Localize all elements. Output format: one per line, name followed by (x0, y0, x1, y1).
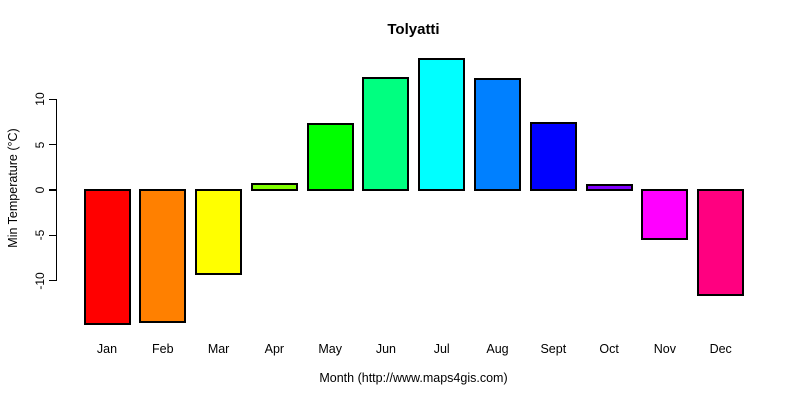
x-tick-label-dec: Dec (709, 342, 732, 356)
y-tick--10 (48, 279, 56, 282)
bar-dec (697, 189, 745, 297)
bar-nov (641, 189, 689, 240)
x-tick-label-apr: Apr (264, 342, 285, 356)
bar-aug (474, 78, 522, 191)
bar-may (306, 122, 354, 191)
x-tick-label-nov: Nov (653, 342, 676, 356)
x-tick-label-mar: Mar (207, 342, 230, 356)
bar-jul (418, 58, 466, 191)
y-axis-label: Min Temperature (°C) (6, 128, 20, 248)
y-axis-line (55, 98, 57, 282)
bar-feb (139, 189, 187, 324)
y-tick-0 (48, 189, 56, 191)
chart-title: Tolyatti (387, 21, 440, 38)
x-tick-label-jun: Jun (375, 342, 397, 356)
bar-mar (195, 189, 243, 276)
bar-jun (362, 76, 410, 191)
x-tick-label-aug: Aug (486, 342, 509, 356)
bar-oct (585, 184, 633, 191)
y-tick-5 (48, 143, 56, 146)
x-tick-label-sept: Sept (540, 342, 567, 356)
x-tick-label-may: May (318, 342, 342, 356)
x-tick-label-oct: Oct (599, 342, 619, 356)
bar-jan (83, 189, 131, 326)
x-tick-label-feb: Feb (152, 342, 174, 356)
y-tick-label--10: -10 (33, 272, 47, 290)
x-tick-label-jul: Jul (433, 342, 450, 356)
bar-sept (529, 121, 577, 191)
y-tick--5 (48, 234, 56, 237)
y-tick-10 (48, 98, 56, 101)
bar-apr (250, 182, 298, 191)
x-tick-label-jan: Jan (96, 342, 118, 356)
x-axis-label: Month (http://www.maps4gis.com) (319, 371, 508, 385)
